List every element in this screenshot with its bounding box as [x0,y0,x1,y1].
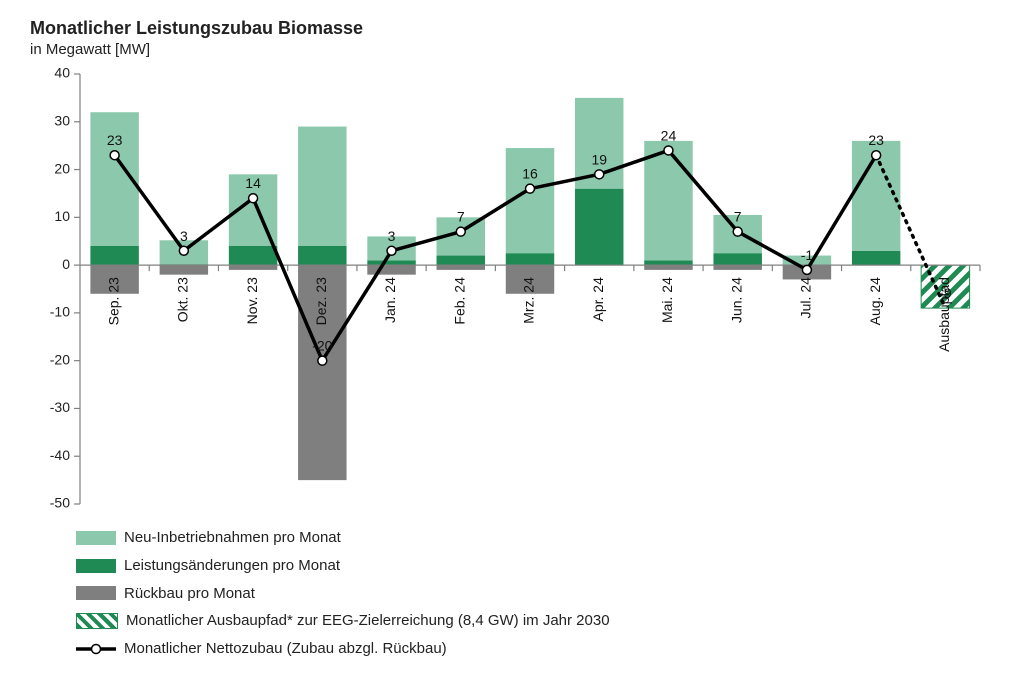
bar-leistung [437,256,485,266]
bar-neu [644,141,692,260]
svg-text:-40: -40 [50,447,70,463]
bar-leistung [298,246,346,265]
marker-netto [664,146,673,155]
legend-swatch [76,531,116,545]
svg-text:20: 20 [54,160,70,176]
legend-item: Monatlicher Ausbaupfad* zur EEG-Zielerre… [76,607,994,635]
chart-plot-area: -50 -40 -30 -20 -10 0 10 20 30 40 23 3 14 -20 3 7 16 19 24… [30,64,990,514]
legend-item: Leistungsänderungen pro Monat [76,552,994,580]
value-label: 23 [868,132,884,148]
marker-netto [802,265,811,274]
value-label: 16 [522,166,538,182]
legend-item: Neu-Inbetriebnahmen pro Monat [76,524,994,552]
chart-subtitle: in Megawatt [MW] [30,41,994,58]
legend-swatch [76,642,116,656]
bar-leistung [713,253,761,265]
legend-label: Monatlicher Ausbaupfad* zur EEG-Zielerre… [126,607,610,635]
x-category-label: Jun. 24 [728,277,744,323]
bar-rueckbau [160,265,208,275]
legend-item: Monatlicher Nettozubau (Zubau abzgl. Rüc… [76,635,994,663]
bar-leistung [575,189,623,265]
legend-swatch [76,613,118,629]
x-category-label: Nov. 23 [244,277,260,324]
legend-label: Rückbau pro Monat [124,580,255,608]
marker-netto [318,356,327,365]
marker-netto [387,246,396,255]
chart-container: Monatlicher Leistungszubau Biomasse in M… [0,0,1024,693]
chart-svg: -50 -40 -30 -20 -10 0 10 20 30 40 23 3 14 -20 3 7 16 19 24… [30,64,990,514]
value-label: -1 [801,247,814,263]
bar-leistung [506,253,554,265]
value-label: -20 [312,338,332,354]
legend-item: Rückbau pro Monat [76,580,994,608]
bar-rueckbau [229,265,277,270]
marker-netto [179,246,188,255]
value-label: 3 [180,228,188,244]
bar-rueckbau [713,265,761,270]
legend-label: Leistungsänderungen pro Monat [124,552,340,580]
bar-rueckbau [367,265,415,275]
svg-text:10: 10 [54,208,70,224]
marker-netto [249,194,258,203]
bar-leistung [229,246,277,265]
x-category-label: Ausbaupfad [936,277,952,352]
x-category-label: Okt. 23 [175,277,191,322]
bar-leistung [852,251,900,265]
marker-netto [110,151,119,160]
svg-text:-10: -10 [50,304,70,320]
value-label: 14 [245,175,261,191]
bar-neu [298,127,346,246]
marker-netto [872,151,881,160]
bar-leistung [367,260,415,265]
chart-title: Monatlicher Leistungszubau Biomasse [30,18,994,39]
x-category-label: Dez. 23 [313,277,329,325]
bar-rueckbau [644,265,692,270]
x-category-label: Sep. 23 [105,277,121,325]
x-category-label: Aug. 24 [867,277,883,325]
bar-rueckbau [437,265,485,270]
chart-legend: Neu-Inbetriebnahmen pro MonatLeistungsän… [30,524,994,663]
value-label: 7 [734,209,742,225]
svg-text:-50: -50 [50,495,70,511]
svg-text:0: 0 [62,256,70,272]
x-category-label: Mai. 24 [659,277,675,323]
svg-text:30: 30 [54,112,70,128]
marker-netto [733,227,742,236]
value-label: 24 [661,127,677,143]
value-label: 23 [107,132,123,148]
value-label: 3 [388,228,396,244]
marker-netto [526,184,535,193]
marker-netto [595,170,604,179]
x-category-label: Mrz. 24 [521,277,537,324]
marker-netto [456,227,465,236]
value-label: 7 [457,209,465,225]
x-category-label: Jan. 24 [382,277,398,323]
legend-swatch [76,586,116,600]
legend-label: Neu-Inbetriebnahmen pro Monat [124,524,341,552]
svg-text:-30: -30 [50,399,70,415]
bar-leistung [90,246,138,265]
x-category-label: Feb. 24 [451,277,467,325]
legend-label: Monatlicher Nettozubau (Zubau abzgl. Rüc… [124,635,447,663]
x-category-label: Apr. 24 [590,277,606,322]
bar-leistung [644,260,692,265]
legend-swatch [76,559,116,573]
svg-text:40: 40 [54,65,70,81]
x-category-label: Jul. 24 [798,277,814,318]
svg-text:-20: -20 [50,351,70,367]
value-label: 19 [591,151,607,167]
